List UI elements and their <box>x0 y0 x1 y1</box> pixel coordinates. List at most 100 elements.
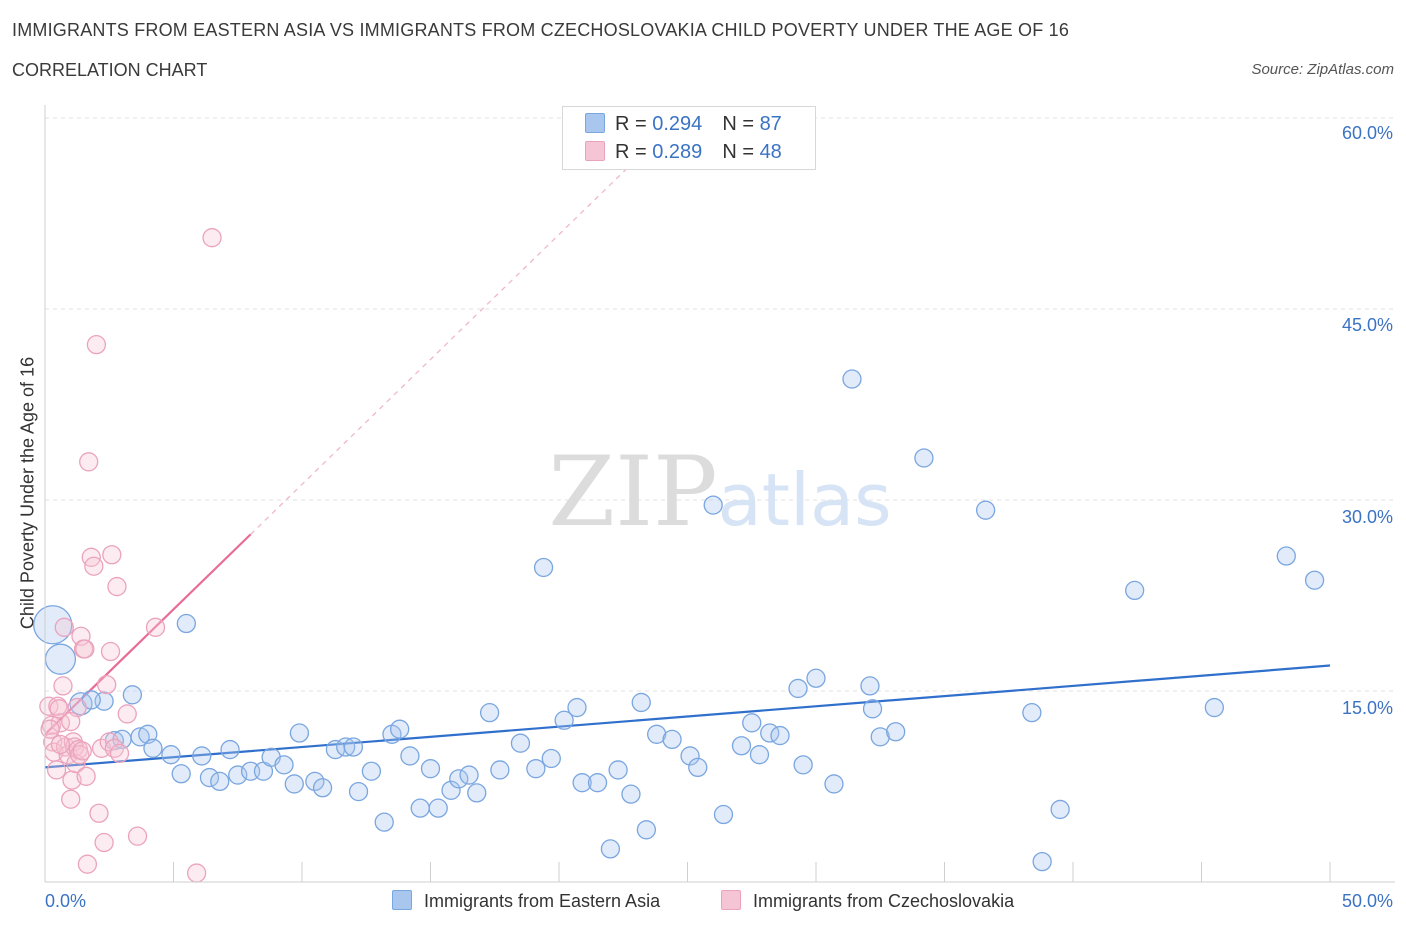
y-tick-label-15: 15.0% <box>1341 698 1393 718</box>
data-point-eastern-asia <box>860 676 880 696</box>
legend-r-label: R = <box>615 141 653 163</box>
data-point-czechoslovakia <box>61 789 81 809</box>
data-point-czechoslovakia <box>49 699 69 719</box>
data-point-eastern-asia <box>1204 697 1224 718</box>
y-tick-label-30: 30.0% <box>1341 507 1393 527</box>
legend-r-label: R = <box>615 113 653 135</box>
data-point-czechoslovakia <box>61 711 81 732</box>
data-point-czechoslovakia <box>127 826 148 846</box>
data-point-eastern-asia <box>343 737 364 757</box>
data-point-eastern-asia <box>870 727 890 747</box>
legend-r-value: 0.289 <box>652 141 703 163</box>
data-point-eastern-asia <box>1276 546 1296 566</box>
watermark-zip: ZIP <box>548 436 717 548</box>
data-point-eastern-asia <box>161 745 181 765</box>
legend-n-label: N = <box>722 113 760 135</box>
legend-item-czechoslovakia: Immigrants from Czechoslovakia <box>721 890 1014 912</box>
data-point-eastern-asia <box>441 780 461 800</box>
data-point-eastern-asia <box>467 783 487 803</box>
y-tick-label-45: 45.0% <box>1341 315 1393 335</box>
data-point-eastern-asia <box>176 613 197 634</box>
trend-line-1 <box>44 533 252 736</box>
data-point-eastern-asia <box>749 745 770 765</box>
gridlines <box>45 117 1395 692</box>
data-point-eastern-asia <box>192 746 212 766</box>
data-point-eastern-asia <box>862 699 883 719</box>
data-point-eastern-asia <box>289 723 310 743</box>
chart-title: IMMIGRANTS FROM EASTERN ASIA VS IMMIGRAN… <box>12 20 1070 40</box>
data-point-eastern-asia <box>842 369 862 389</box>
watermark-atlas: atlas <box>718 458 892 542</box>
legend-n-label: N = <box>722 141 760 163</box>
data-point-eastern-asia <box>274 755 294 775</box>
data-point-eastern-asia <box>420 759 441 779</box>
data-point-czechoslovakia <box>100 641 121 662</box>
data-point-eastern-asia <box>621 784 641 804</box>
data-point-czechoslovakia <box>102 545 122 565</box>
data-point-czechoslovakia <box>50 734 71 755</box>
data-point-czechoslovakia <box>202 228 222 248</box>
data-point-eastern-asia <box>680 746 700 766</box>
data-point-czechoslovakia <box>145 617 166 637</box>
data-point-eastern-asia <box>914 448 934 468</box>
data-point-eastern-asia <box>374 812 394 832</box>
data-point-eastern-asia <box>731 736 752 756</box>
data-point-eastern-asia <box>428 798 448 818</box>
source-label: Source: ZipAtlas.com <box>1251 61 1394 78</box>
data-point-eastern-asia <box>1125 580 1145 601</box>
legend-label: Immigrants from Eastern Asia <box>424 891 661 911</box>
data-point-eastern-asia <box>742 713 762 733</box>
data-point-czechoslovakia <box>94 832 114 853</box>
data-point-eastern-asia <box>199 767 220 788</box>
data-point-eastern-asia <box>44 643 77 675</box>
data-point-eastern-asia <box>479 702 500 723</box>
data-point-eastern-asia <box>793 755 813 775</box>
data-point-eastern-asia <box>554 710 574 730</box>
data-points <box>33 228 1325 883</box>
data-point-eastern-asia <box>770 725 790 746</box>
data-point-czechoslovakia <box>86 335 107 355</box>
data-point-eastern-asia <box>647 724 667 744</box>
data-point-eastern-asia <box>122 685 143 705</box>
data-point-eastern-asia <box>410 798 430 818</box>
stats-legend: R = 0.294 N = 87 R = 0.289 N = 48 <box>562 106 816 170</box>
legend-swatch-blue <box>392 890 412 910</box>
legend-label: Immigrants from Czechoslovakia <box>753 891 1015 911</box>
legend-swatch-pink <box>721 890 741 910</box>
data-point-eastern-asia <box>33 605 73 645</box>
data-point-czechoslovakia <box>50 713 71 733</box>
data-point-eastern-asia <box>662 729 682 750</box>
data-point-eastern-asia <box>636 820 657 840</box>
data-point-czechoslovakia <box>72 741 92 761</box>
data-point-eastern-asia <box>1304 570 1325 590</box>
data-point-eastern-asia <box>143 738 163 758</box>
data-point-czechoslovakia <box>84 556 104 576</box>
data-point-eastern-asia <box>1022 702 1042 723</box>
data-point-eastern-asia <box>541 748 561 769</box>
data-point-eastern-asia <box>631 692 651 713</box>
data-point-eastern-asia <box>533 557 554 578</box>
data-point-eastern-asia <box>510 733 531 753</box>
data-point-eastern-asia <box>608 760 628 780</box>
data-point-eastern-asia <box>1050 799 1070 820</box>
legend-swatch-blue <box>585 113 605 133</box>
data-point-eastern-asia <box>567 697 587 718</box>
axes <box>44 105 1395 883</box>
data-point-eastern-asia <box>459 765 479 785</box>
data-point-eastern-asia <box>1032 851 1052 872</box>
data-point-czechoslovakia <box>46 760 67 780</box>
data-point-czechoslovakia <box>107 576 127 597</box>
legend-item-eastern-asia: Immigrants from Eastern Asia <box>392 890 660 912</box>
data-point-czechoslovakia <box>79 452 99 472</box>
data-point-eastern-asia <box>788 678 808 699</box>
data-point-eastern-asia <box>348 781 369 802</box>
data-point-eastern-asia <box>390 719 410 739</box>
data-point-czechoslovakia <box>89 803 109 823</box>
data-point-eastern-asia <box>220 739 240 760</box>
legend-r-value: 0.294 <box>652 113 703 135</box>
data-point-czechoslovakia <box>53 676 73 696</box>
data-point-eastern-asia <box>312 778 333 798</box>
x-tick-label-max: 50.0% <box>1341 891 1393 911</box>
data-point-eastern-asia <box>886 722 906 742</box>
